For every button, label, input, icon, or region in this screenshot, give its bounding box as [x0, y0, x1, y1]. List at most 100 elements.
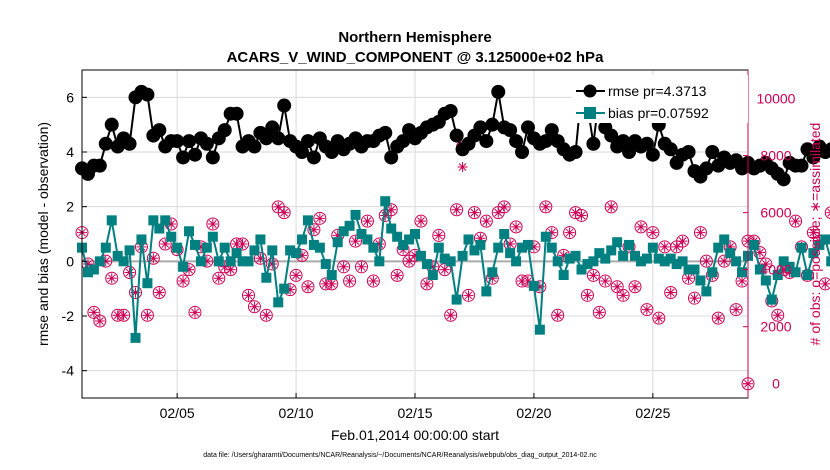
bias-point: [814, 239, 825, 250]
possible-obs-point: [123, 266, 137, 280]
bias-point: [326, 270, 337, 280]
possible-obs-point: [717, 254, 731, 268]
y-right-tick-label: 10000: [757, 91, 796, 107]
possible-obs-point: [729, 303, 743, 317]
assimilated-obs-point: [618, 290, 629, 301]
bias-point: [582, 259, 593, 270]
bias-point: [665, 253, 676, 264]
rmse-point: [473, 120, 488, 135]
rmse-point: [699, 161, 714, 176]
assimilated-obs-point: [570, 207, 581, 218]
possible-obs-point: [711, 311, 725, 325]
bias-point: [570, 250, 581, 261]
assimilated-obs-point: [511, 221, 522, 232]
assimilated-obs-point: [314, 213, 325, 224]
assimilated-obs-point: [737, 276, 748, 287]
bias-point: [701, 286, 712, 297]
possible-obs-point: [800, 268, 814, 282]
bias-point: [659, 256, 670, 267]
assimilated-obs-point: [427, 261, 438, 272]
bias-point: [457, 250, 468, 261]
assimilated-obs-point: [184, 264, 195, 275]
bias-point: [737, 267, 748, 278]
possible-obs-point: [563, 226, 577, 240]
bias-point: [279, 283, 290, 294]
bias-point: [522, 239, 533, 250]
bias-point: [451, 294, 462, 305]
possible-obs-point: [158, 237, 172, 251]
bias-point: [606, 245, 617, 256]
possible-obs-point: [390, 268, 404, 282]
y-tick-label: 4: [66, 144, 74, 160]
y-right-tick-label: 4000: [760, 262, 791, 278]
rmse-point: [378, 125, 393, 140]
assimilated-obs-point: [594, 307, 605, 318]
bias-point: [410, 229, 420, 239]
bias-point: [487, 267, 498, 278]
assimilated-obs-point: [112, 310, 123, 321]
assimilated-obs-point: [160, 238, 171, 249]
assimilated-obs-point: [606, 201, 617, 212]
bias-point: [148, 215, 159, 226]
possible-obs-point: [509, 220, 523, 234]
assimilated-obs-point: [701, 256, 712, 267]
x-tick-label: 02/05: [160, 405, 195, 421]
legend: rmse pr=4.3713 bias pr=0.07592: [572, 75, 748, 123]
bias-point: [356, 229, 367, 239]
assimilated-obs-point: [528, 241, 539, 252]
bias-point: [225, 256, 236, 267]
bias-point: [499, 229, 510, 239]
assimilated-obs-point: [612, 281, 623, 292]
bias-point: [671, 259, 682, 270]
possible-obs-point: [592, 305, 606, 319]
assimilated-obs-point: [713, 313, 724, 324]
legend-background: [572, 75, 748, 123]
assimilated-obs-point: [808, 227, 819, 238]
bias-point: [630, 250, 641, 261]
possible-obs-point: [640, 303, 654, 317]
assimilated-obs-point: [647, 227, 658, 238]
possible-obs-point: [628, 280, 642, 294]
bias-point: [207, 231, 218, 242]
rmse-point: [639, 136, 654, 151]
assimilated-obs-point: [487, 273, 498, 284]
possible-obs-point: [438, 263, 452, 277]
bias-point: [540, 231, 551, 242]
possible-obs-point: [497, 200, 511, 214]
bias-point: [184, 226, 195, 237]
assimilated-obs-point: [820, 278, 830, 289]
possible-obs-point: [129, 285, 143, 299]
bias-point: [564, 253, 575, 264]
bias-point: [683, 264, 694, 275]
assimilated-obs-point: [778, 264, 789, 275]
assimilated-obs-point: [243, 290, 254, 301]
bias-point: [88, 264, 99, 275]
assimilated-obs-point: [582, 290, 593, 301]
bias-point: [386, 223, 397, 234]
assimilated-obs-point: [297, 250, 308, 261]
bias-point: [594, 248, 605, 259]
assimilated-obs-point: [100, 256, 111, 267]
possible-obs-point: [140, 308, 154, 322]
bias-point: [612, 237, 623, 248]
assimilated-obs-point: [320, 278, 331, 289]
possible-obs-point: [349, 234, 363, 248]
bias-point: [273, 297, 284, 308]
assimilated-obs-point: [356, 261, 367, 272]
assimilated-obs-point: [374, 238, 385, 249]
assimilated-obs-point: [552, 310, 563, 321]
bias-point: [635, 256, 646, 267]
bias-point: [302, 215, 313, 226]
bias-point: [82, 267, 93, 278]
possible-obs-point: [824, 206, 830, 219]
bias-point: [826, 256, 830, 267]
rmse-point: [681, 145, 696, 159]
rmse-point: [794, 158, 809, 173]
bias-point: [332, 237, 343, 248]
assimilated-obs-point: [719, 256, 730, 267]
bias-point: [719, 234, 730, 245]
rmse-point: [479, 134, 494, 149]
rmse-point: [265, 120, 280, 135]
bias-point: [517, 242, 528, 253]
bias-point: [534, 324, 545, 335]
